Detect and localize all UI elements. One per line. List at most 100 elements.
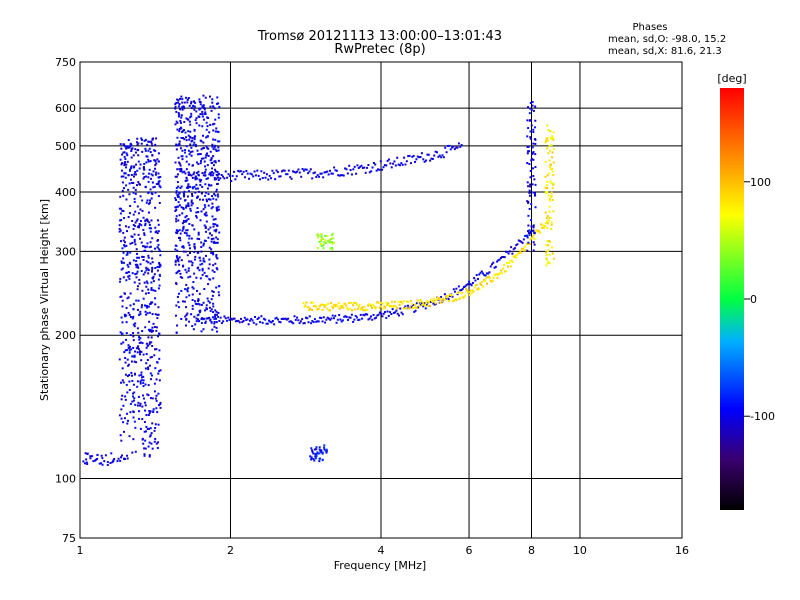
data-point <box>345 168 348 171</box>
data-point <box>393 300 396 303</box>
data-point <box>214 170 217 173</box>
data-point <box>147 305 150 308</box>
data-point <box>199 153 202 156</box>
data-point <box>134 188 137 191</box>
data-point <box>152 280 155 283</box>
data-point <box>504 269 507 272</box>
data-point <box>320 232 323 235</box>
data-point <box>139 402 142 405</box>
data-point <box>218 294 221 297</box>
data-point <box>534 105 537 108</box>
data-point <box>396 312 399 315</box>
data-point <box>126 358 129 361</box>
data-point <box>214 230 217 233</box>
data-point <box>175 186 178 189</box>
data-point <box>215 127 218 130</box>
data-point <box>203 260 206 263</box>
data-point <box>132 392 135 395</box>
data-point <box>184 315 187 318</box>
data-point <box>207 204 210 207</box>
data-point <box>218 140 221 143</box>
data-point <box>322 303 325 306</box>
data-point <box>228 174 231 177</box>
data-point <box>128 313 131 316</box>
data-point <box>294 318 297 321</box>
data-point <box>210 184 213 187</box>
data-point <box>91 455 94 458</box>
data-point <box>532 249 535 252</box>
data-point <box>270 177 273 180</box>
data-point <box>318 175 321 178</box>
data-point <box>197 170 200 173</box>
data-point <box>183 300 186 303</box>
data-point <box>154 437 157 440</box>
data-point <box>146 242 149 245</box>
data-point <box>129 304 132 307</box>
data-point <box>532 175 535 178</box>
y-tick-label: 100 <box>55 473 76 486</box>
data-point <box>204 322 207 325</box>
data-point <box>483 278 486 281</box>
data-point <box>433 154 436 157</box>
data-point <box>310 301 313 304</box>
data-point <box>211 206 214 209</box>
data-point <box>177 260 180 263</box>
data-point <box>478 273 481 276</box>
data-point <box>211 123 214 126</box>
data-point <box>132 175 135 178</box>
data-point <box>129 316 132 319</box>
data-point <box>138 167 141 170</box>
data-point <box>552 131 555 134</box>
data-point <box>193 128 196 131</box>
data-point <box>127 363 130 366</box>
data-point <box>123 155 126 158</box>
phases-o-line: mean, sd,O: -98.0, 15.2 <box>608 34 726 45</box>
data-point <box>157 195 160 198</box>
data-point <box>379 305 382 308</box>
data-point <box>220 322 223 325</box>
data-point <box>138 338 141 341</box>
data-point <box>121 189 124 192</box>
data-point <box>358 303 361 306</box>
data-point <box>127 139 130 142</box>
data-point <box>187 276 190 279</box>
data-point <box>199 277 202 280</box>
data-point <box>130 165 133 168</box>
data-point <box>198 108 201 111</box>
data-point <box>123 151 126 154</box>
data-point <box>214 262 217 265</box>
data-point <box>178 103 181 106</box>
data-point <box>144 326 147 329</box>
data-point <box>106 464 109 467</box>
data-point <box>368 171 371 174</box>
data-point <box>185 229 188 232</box>
data-point <box>154 206 157 209</box>
data-point <box>296 316 299 319</box>
data-point <box>192 287 195 290</box>
data-point <box>315 454 318 457</box>
data-point <box>548 159 551 162</box>
data-point <box>136 380 139 383</box>
data-point <box>177 193 180 196</box>
data-point <box>139 195 142 198</box>
data-point <box>217 205 220 208</box>
data-point <box>359 313 362 316</box>
data-point <box>418 304 421 307</box>
data-point <box>530 230 533 233</box>
data-point <box>153 382 156 385</box>
data-point <box>157 223 160 226</box>
data-point <box>145 260 148 263</box>
data-point <box>139 163 142 166</box>
data-point <box>367 318 370 321</box>
data-point <box>120 147 123 150</box>
data-point <box>470 284 473 287</box>
data-point <box>371 166 374 169</box>
data-point <box>202 174 205 177</box>
data-point <box>159 369 162 372</box>
data-point <box>142 216 145 219</box>
data-point <box>126 375 129 378</box>
data-point <box>250 317 253 320</box>
data-point <box>137 299 140 302</box>
data-point <box>182 245 185 248</box>
data-point <box>410 306 413 309</box>
